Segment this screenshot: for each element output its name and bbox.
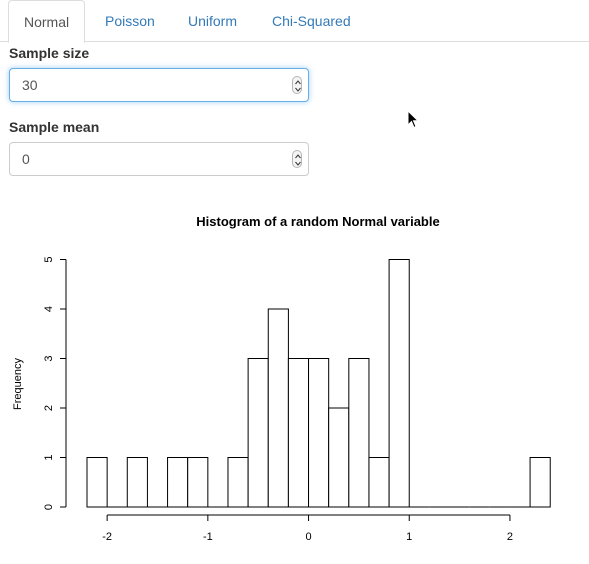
x-axis: -2 -1 0 1 2 bbox=[102, 514, 513, 543]
tab-chi-squared[interactable]: Chi-Squared bbox=[257, 0, 366, 42]
sample-size-label: Sample size bbox=[9, 45, 90, 61]
histogram-bar bbox=[529, 457, 551, 508]
x-tick-label: -1 bbox=[203, 531, 213, 543]
histogram-bar bbox=[388, 259, 410, 508]
histogram-bar bbox=[126, 457, 148, 508]
x-tick-label: 2 bbox=[507, 531, 513, 543]
histogram-bar bbox=[368, 457, 390, 508]
histogram-bar bbox=[227, 457, 249, 508]
histogram-bar bbox=[308, 358, 330, 508]
x-tick-label: 0 bbox=[305, 531, 311, 543]
chart-title: Histogram of a random Normal variable bbox=[196, 214, 439, 229]
distribution-tabs: Normal Poisson Uniform Chi-Squared bbox=[0, 0, 589, 43]
sample-mean-label: Sample mean bbox=[9, 119, 100, 135]
tab-poisson[interactable]: Poisson bbox=[90, 0, 170, 42]
x-tick-label: -2 bbox=[102, 531, 112, 543]
histogram-bar bbox=[287, 358, 310, 508]
tab-normal[interactable]: Normal bbox=[8, 0, 86, 43]
histogram-bar bbox=[86, 457, 108, 508]
tab-poisson-label: Poisson bbox=[105, 13, 155, 29]
y-tick-label: 4 bbox=[43, 306, 55, 312]
sample-size-spinner-icon[interactable] bbox=[292, 76, 302, 94]
y-axis-label: Frequency bbox=[12, 358, 24, 410]
x-tick-label: 1 bbox=[406, 531, 412, 543]
tab-chi-squared-label: Chi-Squared bbox=[272, 13, 351, 29]
y-tick-label: 2 bbox=[43, 405, 55, 411]
y-tick-label: 5 bbox=[43, 256, 55, 262]
histogram-bar bbox=[328, 407, 350, 508]
y-tick-label: 1 bbox=[43, 454, 55, 460]
histogram-bars bbox=[86, 259, 551, 508]
histogram-chart: Histogram of a random Normal variable Fr… bbox=[12, 214, 551, 543]
sample-mean-value: 0 bbox=[22, 151, 30, 167]
tab-normal-label: Normal bbox=[24, 14, 70, 30]
y-axis: 0 1 2 3 4 5 bbox=[43, 256, 67, 510]
tab-uniform-label: Uniform bbox=[188, 13, 238, 29]
sample-mean-spinner-icon[interactable] bbox=[292, 150, 302, 168]
mouse-pointer-icon bbox=[407, 109, 420, 135]
histogram-bar bbox=[167, 457, 189, 508]
y-tick-label: 0 bbox=[43, 504, 55, 510]
tab-uniform[interactable]: Uniform bbox=[173, 0, 252, 42]
histogram-bar bbox=[187, 457, 209, 508]
sample-mean-input[interactable]: 0 bbox=[9, 142, 309, 176]
histogram-bar bbox=[348, 358, 370, 508]
histogram-bar bbox=[267, 308, 289, 508]
y-tick-label: 3 bbox=[43, 355, 55, 361]
sample-size-input[interactable]: 30 bbox=[9, 68, 309, 102]
sample-size-value: 30 bbox=[22, 77, 38, 93]
histogram-bar bbox=[247, 358, 269, 508]
